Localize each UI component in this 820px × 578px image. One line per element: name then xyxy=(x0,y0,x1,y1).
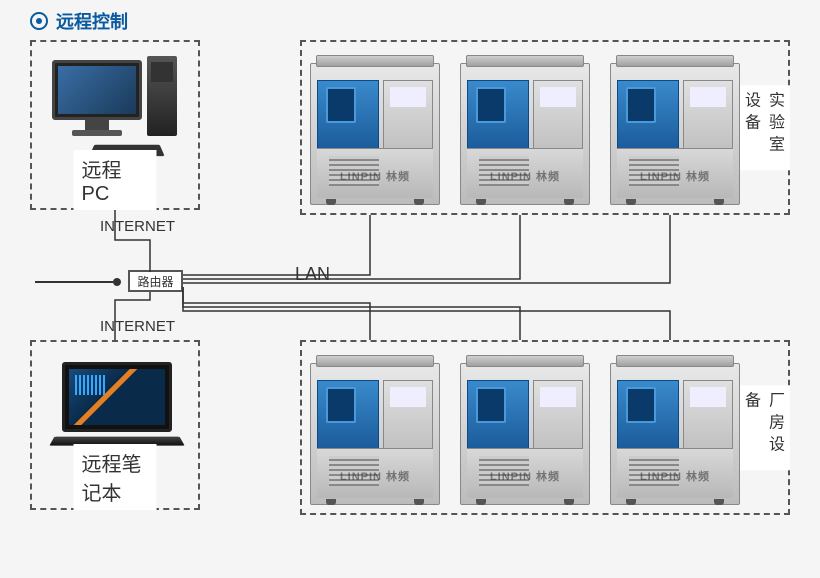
wire-fac-1 xyxy=(183,287,370,340)
target-icon xyxy=(30,12,48,30)
wire-lab-1 xyxy=(183,215,370,275)
chamber-lab-2: LINPIN 林频 xyxy=(460,55,590,205)
wire-lab-3 xyxy=(183,215,670,283)
wire-lab-2 xyxy=(183,215,520,279)
internet-label-top: INTERNET xyxy=(100,218,175,235)
router-label: 路由器 xyxy=(137,273,173,290)
chamber-factory-2: LINPIN 林频 xyxy=(460,355,590,505)
factory-equipment-label: 厂房设备 xyxy=(734,385,790,471)
remote-laptop-label: 远程笔记本 xyxy=(74,444,157,510)
chamber-lab-3: LINPIN 林频 xyxy=(610,55,740,205)
title-text: 远程控制 xyxy=(56,8,128,34)
box-remote-pc: 远程PC xyxy=(30,40,200,210)
lab-equipment-label: 实验室设备 xyxy=(734,85,790,171)
remote-pc-label: 远程PC xyxy=(74,150,157,210)
chamber-factory-1: LINPIN 林频 xyxy=(310,355,440,505)
diagram-title: 远程控制 xyxy=(30,8,128,34)
wire-fac-3 xyxy=(183,287,670,340)
wire-fac-2 xyxy=(183,287,520,340)
router-box: 路由器 xyxy=(128,270,183,292)
desktop-pc-icon xyxy=(52,52,182,162)
chamber-factory-3: LINPIN 林频 xyxy=(610,355,740,505)
internet-label-bottom: INTERNET xyxy=(100,318,175,335)
box-remote-laptop: 远程笔记本 xyxy=(30,340,200,510)
router-node-dot xyxy=(113,278,121,286)
lan-label: LAN xyxy=(295,264,330,285)
chamber-lab-1: LINPIN 林频 xyxy=(310,55,440,205)
